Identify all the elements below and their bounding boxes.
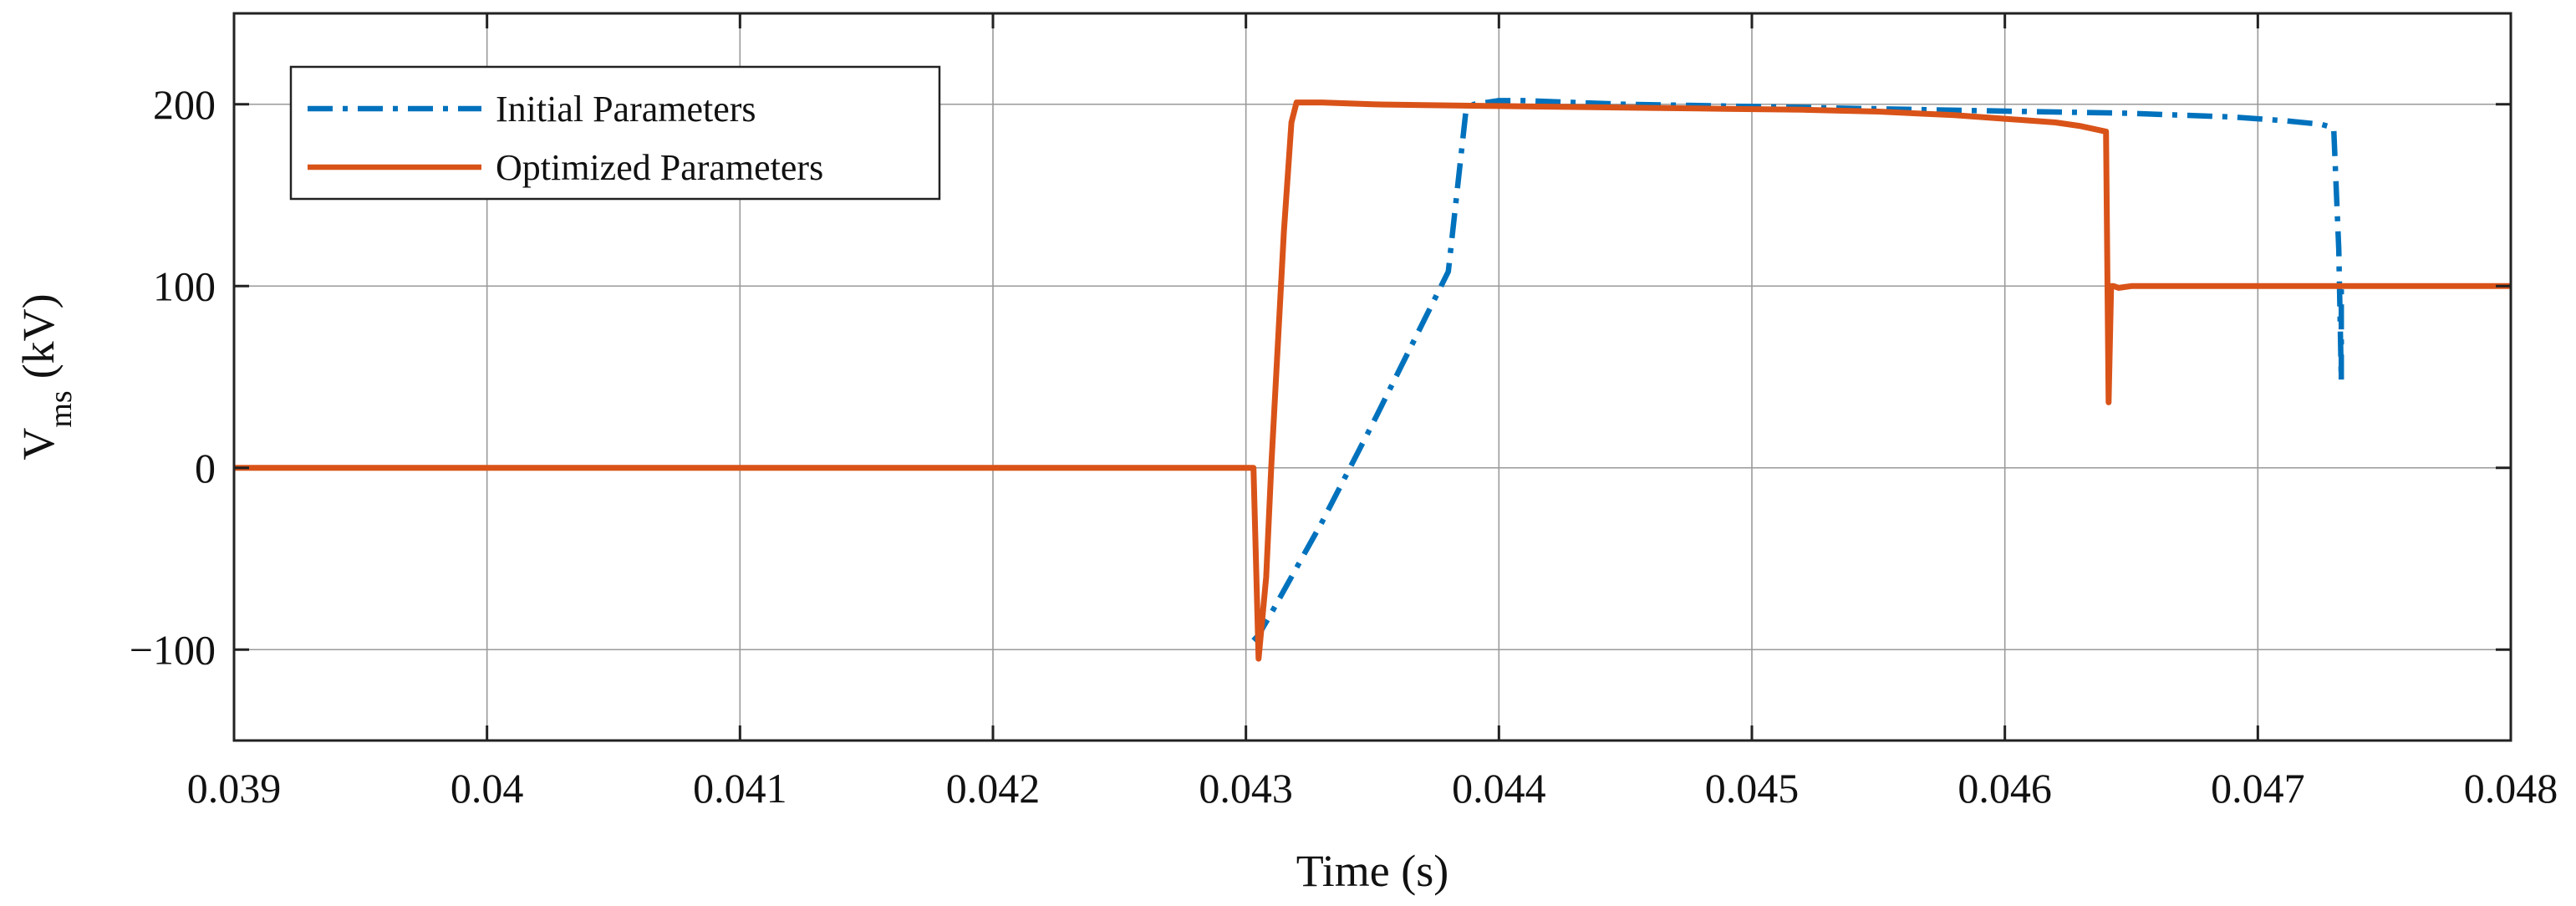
y-tick-label: 200 xyxy=(153,81,216,128)
y-tick-label: −100 xyxy=(130,626,216,673)
y-axis-label-subscript: ms xyxy=(43,390,79,427)
plot-frame xyxy=(232,12,2512,742)
y-tick-label: 100 xyxy=(153,262,216,309)
series-line-optimized-parameters xyxy=(234,99,2511,662)
legend: Initial Parameters Optimized Parameters xyxy=(289,65,941,201)
y-axis-label-base: V xyxy=(13,428,64,461)
y-tick-label: 0 xyxy=(195,445,216,491)
x-axis-label: Time (s) xyxy=(1296,846,1449,896)
x-tick-label: 0.047 xyxy=(2211,765,2305,812)
legend-label-optimized-parameters: Optimized Parameters xyxy=(496,147,823,188)
legend-box xyxy=(289,65,941,201)
x-tick-label: 0.045 xyxy=(1705,765,1800,812)
x-tick-label: 0.044 xyxy=(1452,765,1546,812)
x-tick-label: 0.048 xyxy=(2464,765,2558,812)
series-layer xyxy=(234,98,2511,662)
y-axis-label-unit: (kV) xyxy=(13,293,64,379)
x-tick-label: 0.046 xyxy=(1957,765,2052,812)
y-axis-label: Vms (kV) xyxy=(13,293,79,460)
ticks: 0.039 0.04 0.041 0.042 0.043 0.044 0.045 0.046 0… xyxy=(130,13,2558,812)
legend-label-initial-parameters: Initial Parameters xyxy=(496,89,756,130)
x-tick-label: 0.043 xyxy=(1199,765,1293,812)
x-tick-label: 0.042 xyxy=(946,765,1041,812)
x-tick-label: 0.04 xyxy=(451,765,524,812)
x-tick-label: 0.041 xyxy=(693,765,787,812)
series-line-initial-parameters xyxy=(1251,98,2344,643)
x-tick-label: 0.039 xyxy=(187,765,282,812)
